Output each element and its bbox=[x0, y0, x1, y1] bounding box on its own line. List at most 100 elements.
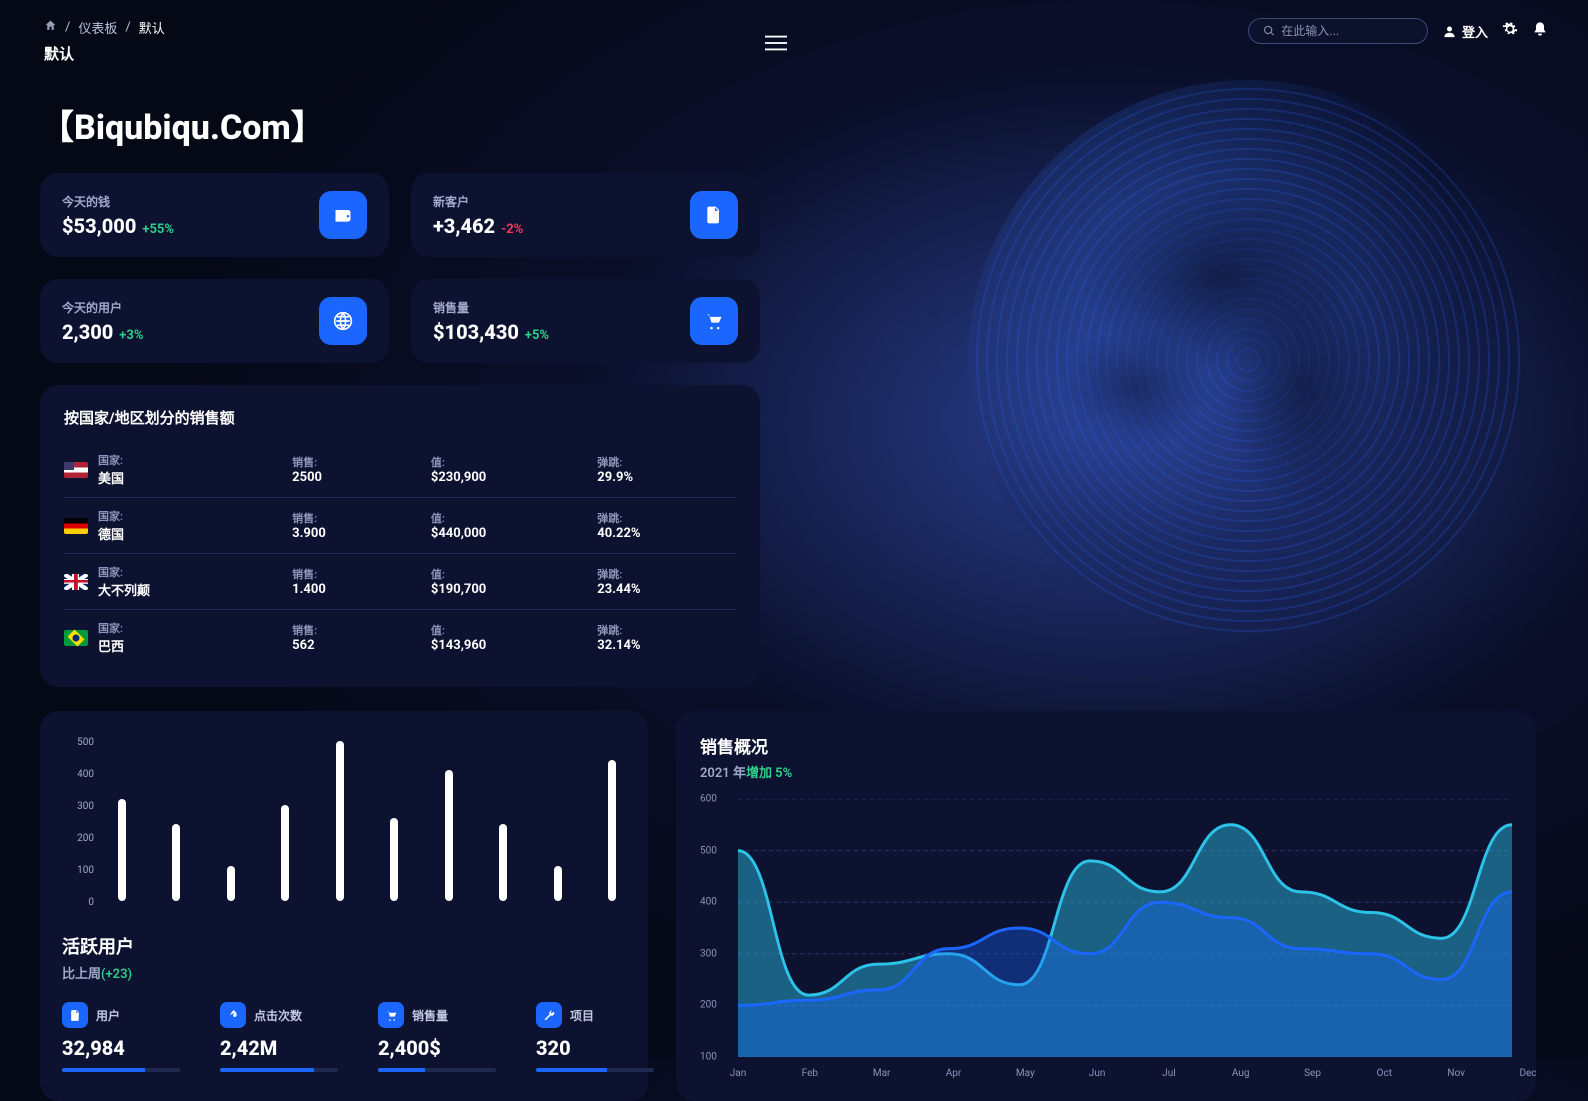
document-icon bbox=[62, 1002, 88, 1028]
search-icon bbox=[1263, 24, 1275, 38]
stat-card[interactable]: 今天的钱 $53,000+55% bbox=[40, 173, 389, 257]
rocket-icon bbox=[220, 1002, 246, 1028]
x-tick-label: Apr bbox=[946, 1068, 962, 1079]
bar bbox=[390, 818, 398, 901]
country-value: $190,700 bbox=[431, 582, 597, 597]
mini-stat: 点击次数 2,42M bbox=[220, 1002, 338, 1072]
panel-title: 按国家/地区划分的销售额 bbox=[64, 407, 736, 428]
country-value: $440,000 bbox=[431, 526, 597, 541]
stat-value: $53,000 bbox=[62, 214, 136, 238]
mini-stat-value: 320 bbox=[536, 1036, 654, 1060]
page-title: 默认 bbox=[44, 43, 165, 64]
stat-card[interactable]: 新客户 +3,462 -2% bbox=[411, 173, 760, 257]
stat-value: +3,462 bbox=[433, 214, 495, 238]
flag-icon bbox=[64, 462, 88, 478]
active-users-panel: 500 400 300 200 100 0 活跃用户 比上周(+23) 用户 32,984… bbox=[40, 711, 648, 1101]
home-icon[interactable] bbox=[44, 19, 57, 36]
bar bbox=[445, 770, 453, 901]
breadcrumb-parent[interactable]: 仪表板 bbox=[78, 18, 117, 37]
country-name: 美国 bbox=[98, 468, 292, 487]
bar bbox=[608, 760, 616, 901]
y-tick-label: 500 bbox=[700, 845, 717, 856]
user-icon bbox=[1442, 24, 1457, 39]
country-sales-panel: 按国家/地区划分的销售额 国家:美国 销售:2500 值:$230,900 弹跳… bbox=[40, 385, 760, 687]
cart-icon bbox=[378, 1002, 404, 1028]
notifications-button[interactable] bbox=[1532, 21, 1548, 41]
mini-stat-value: 2,400$ bbox=[378, 1036, 496, 1060]
table-row[interactable]: 国家:巴西 销售:562 值:$143,960 弹跳:32.14% bbox=[64, 610, 736, 665]
stat-value: 2,300 bbox=[62, 320, 113, 344]
x-tick-label: Nov bbox=[1447, 1068, 1465, 1079]
country-sales: 562 bbox=[292, 638, 431, 653]
document-icon bbox=[690, 191, 738, 239]
sales-overview-subtitle: 2021 年增加 5% bbox=[700, 762, 1512, 781]
y-tick-label: 600 bbox=[700, 794, 717, 805]
country-name: 大不列颠 bbox=[98, 580, 292, 599]
x-tick-label: Sep bbox=[1304, 1068, 1321, 1079]
globe-icon bbox=[319, 297, 367, 345]
bar bbox=[172, 824, 180, 901]
x-tick-label: Feb bbox=[802, 1068, 818, 1079]
stat-label: 新客户 bbox=[433, 193, 523, 210]
sales-overview-title: 销售概况 bbox=[700, 733, 1512, 758]
x-tick-label: Jul bbox=[1162, 1068, 1175, 1079]
x-tick-label: Jun bbox=[1089, 1068, 1106, 1079]
login-button[interactable]: 登入 bbox=[1442, 22, 1488, 41]
country-name: 巴西 bbox=[98, 636, 292, 655]
table-row[interactable]: 国家:美国 销售:2500 值:$230,900 弹跳:29.9% bbox=[64, 442, 736, 498]
bar bbox=[227, 866, 235, 901]
stat-card[interactable]: 销售量 $103,430+5% bbox=[411, 279, 760, 363]
active-users-title: 活跃用户 bbox=[62, 933, 626, 959]
bar bbox=[554, 866, 562, 901]
y-tick-label: 300 bbox=[62, 801, 102, 812]
active-users-subtitle: 比上周(+23) bbox=[62, 963, 626, 982]
search-box[interactable] bbox=[1248, 18, 1428, 44]
x-tick-label: Aug bbox=[1232, 1068, 1250, 1079]
country-name: 德国 bbox=[98, 524, 292, 543]
y-tick-label: 500 bbox=[62, 737, 102, 748]
stats-grid: 今天的钱 $53,000+55% 新客户 +3,462 -2% 今天的用户 2,3… bbox=[40, 173, 760, 363]
y-tick-label: 100 bbox=[62, 865, 102, 876]
stat-pct: -2% bbox=[501, 222, 523, 237]
bar bbox=[118, 799, 126, 901]
stat-card[interactable]: 今天的用户 2,300+3% bbox=[40, 279, 389, 363]
stat-value: $103,430 bbox=[433, 320, 519, 344]
breadcrumb-current: 默认 bbox=[139, 18, 165, 37]
topbar: / 仪表板 / 默认 默认 登入 bbox=[0, 0, 1588, 64]
stat-label: 今天的钱 bbox=[62, 193, 174, 210]
country-bounce: 40.22% bbox=[597, 526, 736, 541]
mini-stat: 用户 32,984 bbox=[62, 1002, 180, 1072]
progress-bar bbox=[536, 1068, 654, 1072]
search-input[interactable] bbox=[1281, 24, 1413, 38]
stat-pct: +5% bbox=[525, 328, 549, 343]
area-chart-svg bbox=[738, 799, 1512, 1057]
table-row[interactable]: 国家:德国 销售:3.900 值:$440,000 弹跳:40.22% bbox=[64, 498, 736, 554]
flag-icon bbox=[64, 518, 88, 534]
x-tick-label: Jan bbox=[730, 1068, 746, 1079]
mini-stat-value: 2,42M bbox=[220, 1036, 338, 1060]
mini-stat: 项目 320 bbox=[536, 1002, 654, 1072]
y-tick-label: 400 bbox=[62, 769, 102, 780]
y-tick-label: 200 bbox=[62, 833, 102, 844]
wrench-icon bbox=[536, 1002, 562, 1028]
flag-icon bbox=[64, 630, 88, 646]
y-tick-label: 0 bbox=[62, 897, 102, 908]
table-row[interactable]: 国家:大不列颠 销售:1.400 值:$190,700 弹跳:23.44% bbox=[64, 554, 736, 610]
country-sales: 2500 bbox=[292, 470, 431, 485]
progress-bar bbox=[378, 1068, 496, 1072]
x-tick-label: Dec bbox=[1519, 1068, 1536, 1079]
country-sales: 1.400 bbox=[292, 582, 431, 597]
country-bounce: 23.44% bbox=[597, 582, 736, 597]
menu-toggle-button[interactable] bbox=[765, 32, 787, 58]
brand-title: 【Biqubiqu.Com】 bbox=[40, 100, 1588, 149]
country-value: $230,900 bbox=[431, 470, 597, 485]
progress-bar bbox=[220, 1068, 338, 1072]
breadcrumb: / 仪表板 / 默认 bbox=[44, 18, 165, 37]
settings-button[interactable] bbox=[1502, 21, 1518, 41]
y-tick-label: 300 bbox=[700, 948, 717, 959]
x-tick-label: Oct bbox=[1377, 1068, 1392, 1079]
y-tick-label: 100 bbox=[700, 1052, 717, 1063]
y-tick-label: 400 bbox=[700, 897, 717, 908]
bar bbox=[281, 805, 289, 901]
progress-bar bbox=[62, 1068, 180, 1072]
